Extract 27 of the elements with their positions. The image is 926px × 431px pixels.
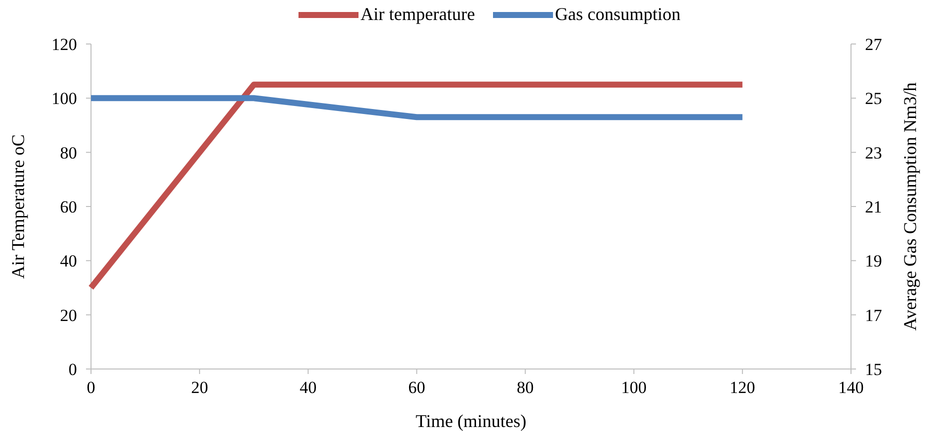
y2-tick-label: 15 xyxy=(865,360,882,379)
y2-tick-label: 27 xyxy=(865,34,882,54)
x-tick-label: 140 xyxy=(838,378,864,397)
y2-axis-title: Average Gas Consumption Nm3/h xyxy=(900,82,920,331)
x-tick-label: 60 xyxy=(408,378,426,397)
y-tick-label: 100 xyxy=(52,89,77,108)
y-tick-label: 20 xyxy=(60,306,77,325)
y-tick-label: 0 xyxy=(68,360,77,379)
x-tick-label: 0 xyxy=(86,378,96,397)
y-tick-label: 60 xyxy=(60,197,77,216)
x-tick-label: 100 xyxy=(621,378,647,397)
x-tick-label: 80 xyxy=(516,378,534,397)
x-tick-label: 20 xyxy=(191,378,208,397)
y-axis-title: Air Temperature oC xyxy=(8,134,28,279)
y2-tick-label: 25 xyxy=(865,89,882,108)
y-tick-label: 80 xyxy=(60,143,77,162)
y2-tick-label: 17 xyxy=(865,306,882,325)
y-tick-label: 120 xyxy=(52,34,77,54)
y-tick-label: 40 xyxy=(60,252,77,271)
y2-tick-label: 23 xyxy=(865,143,882,162)
y2-tick-label: 19 xyxy=(865,252,882,271)
x-tick-label: 120 xyxy=(730,378,756,397)
x-axis-title: Time (minutes) xyxy=(416,411,526,431)
legend-label: Air temperature xyxy=(360,4,475,24)
legend-label: Gas consumption xyxy=(555,4,680,24)
y2-tick-label: 21 xyxy=(865,197,882,216)
x-tick-label: 40 xyxy=(300,378,317,397)
